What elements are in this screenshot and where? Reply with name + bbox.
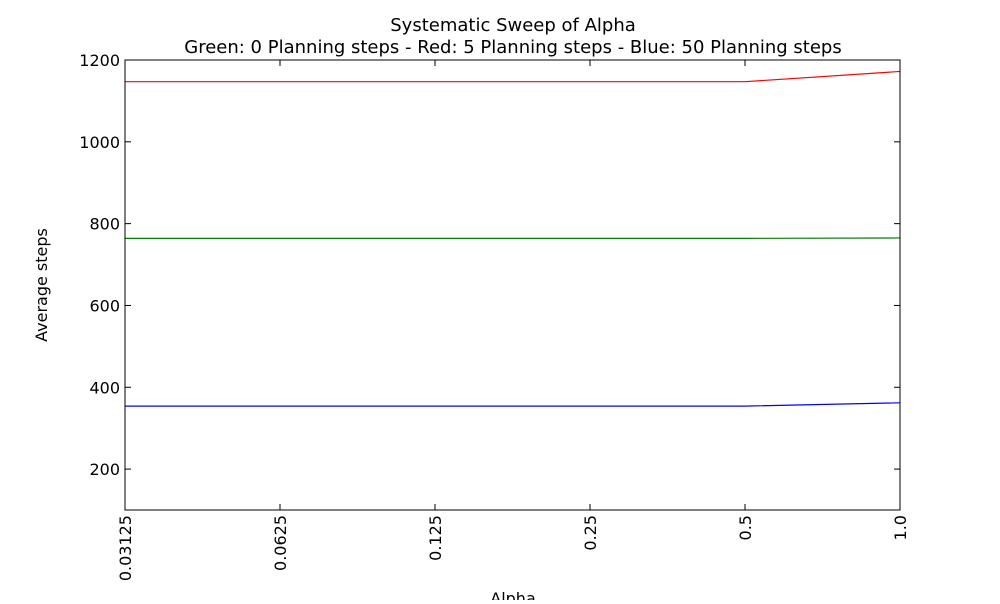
x-tick-label: 0.0625	[271, 515, 290, 571]
y-tick-label: 1000	[79, 133, 120, 152]
chart-title: Systematic Sweep of Alpha	[390, 15, 636, 36]
y-tick-label: 200	[89, 460, 120, 479]
series-layer	[125, 71, 900, 406]
y-tick-label: 600	[89, 296, 120, 315]
chart-subtitle: Green: 0 Planning steps - Red: 5 Plannin…	[184, 37, 841, 58]
y-tick-label: 1200	[79, 51, 120, 70]
y-axis-label: Average steps	[32, 228, 51, 342]
ticks-layer: 200 400 600 800 1000 1200 0.03125 0.0625 0.125 0.…	[79, 51, 910, 581]
x-tick-label: 0.25	[581, 515, 600, 551]
x-axis-label: Alpha	[490, 589, 536, 600]
y-tick-label: 800	[89, 215, 120, 234]
x-tick-label: 0.03125	[116, 515, 135, 581]
plot-frame	[125, 60, 900, 510]
x-tick-label: 1.0	[891, 515, 910, 540]
y-tick-label: 400	[89, 378, 120, 397]
series-line-2	[125, 403, 900, 406]
series-line-0	[125, 71, 900, 81]
x-tick-label: 0.125	[426, 515, 445, 561]
x-tick-label: 0.5	[736, 515, 755, 540]
